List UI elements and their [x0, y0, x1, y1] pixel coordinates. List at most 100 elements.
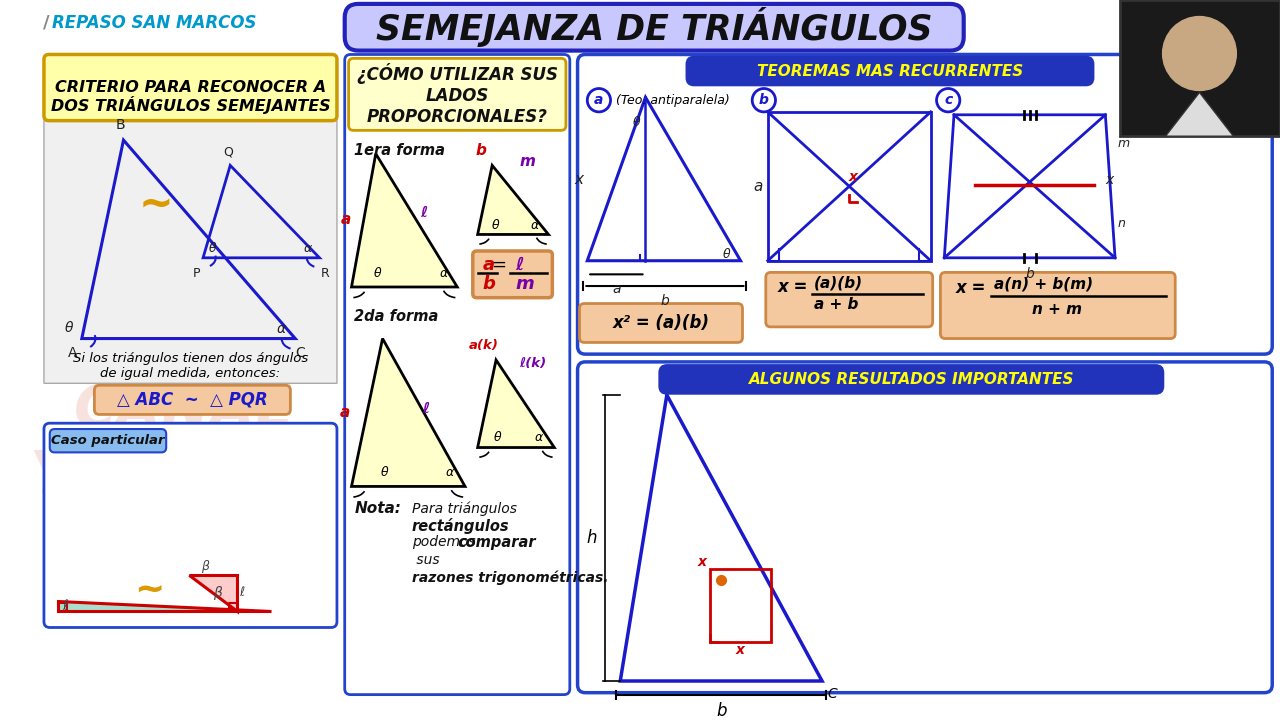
Text: ℓ: ℓ [63, 599, 68, 613]
Text: m: m [1117, 138, 1130, 150]
Text: θ: θ [380, 467, 388, 480]
Text: (Teo. antiparalela): (Teo. antiparalela) [617, 94, 730, 107]
Text: a(k): a(k) [468, 339, 498, 352]
Polygon shape [477, 360, 554, 448]
Text: a(n) + b(m): a(n) + b(m) [993, 276, 1093, 292]
Text: 1era forma: 1era forma [355, 143, 445, 158]
Text: x: x [698, 555, 707, 570]
Text: θ: θ [65, 321, 73, 335]
FancyBboxPatch shape [765, 272, 933, 327]
Text: Caso particular: Caso particular [51, 434, 165, 447]
Text: △ ABC  ~  △ PQR: △ ABC ~ △ PQR [116, 391, 268, 409]
Polygon shape [477, 166, 548, 235]
Text: ~: ~ [134, 574, 165, 608]
Text: b: b [759, 93, 769, 107]
FancyBboxPatch shape [50, 429, 166, 452]
Circle shape [937, 89, 960, 112]
Text: x: x [1106, 173, 1114, 187]
FancyBboxPatch shape [44, 121, 337, 383]
FancyBboxPatch shape [344, 55, 570, 695]
Text: SEMEJANZA DE TRIÁNGULOS: SEMEJANZA DE TRIÁNGULOS [376, 7, 932, 48]
Text: α: α [535, 431, 543, 444]
Text: A: A [68, 346, 78, 360]
Text: /: / [44, 14, 50, 32]
Text: b: b [716, 703, 727, 720]
Text: θ: θ [632, 116, 640, 129]
Text: SUSCRÍBETE A:
LOGARÍTHMO MATHS: SUSCRÍBETE A: LOGARÍTHMO MATHS [636, 480, 1128, 571]
Text: x: x [736, 643, 745, 657]
Text: a: a [754, 179, 763, 194]
FancyBboxPatch shape [44, 55, 337, 121]
Text: α: α [303, 242, 312, 255]
Text: sus: sus [412, 552, 439, 567]
Text: x² = (a)(b): x² = (a)(b) [613, 314, 709, 332]
Text: α: α [531, 219, 539, 233]
FancyBboxPatch shape [580, 304, 742, 343]
Text: ℓ(k): ℓ(k) [520, 356, 547, 369]
FancyBboxPatch shape [941, 272, 1175, 338]
Text: c: c [945, 93, 952, 107]
Text: Si los triángulos tienen dos ángulos: Si los triángulos tienen dos ángulos [73, 352, 308, 365]
Text: REPASO SAN MARCOS: REPASO SAN MARCOS [51, 14, 256, 32]
Text: comparar: comparar [457, 535, 536, 550]
FancyBboxPatch shape [44, 423, 337, 628]
Text: (a)(b): (a)(b) [814, 276, 864, 291]
Text: CRITERIO PARA RECONOCER A: CRITERIO PARA RECONOCER A [55, 80, 326, 95]
Text: θ: θ [723, 248, 731, 261]
Text: a: a [340, 212, 351, 228]
Text: ¿CÓMO UTILIZAR SUS
LADOS
PROPORCIONALES?: ¿CÓMO UTILIZAR SUS LADOS PROPORCIONALES? [357, 63, 558, 126]
Text: a: a [339, 405, 349, 420]
Text: ~: ~ [140, 184, 174, 225]
Text: P: P [192, 266, 200, 279]
FancyBboxPatch shape [577, 55, 1272, 354]
Text: h: h [586, 529, 596, 547]
Polygon shape [352, 153, 457, 287]
Text: n: n [1117, 217, 1126, 230]
Circle shape [753, 89, 776, 112]
Text: DOS TRIÁNGULOS SEMEJANTES: DOS TRIÁNGULOS SEMEJANTES [51, 96, 330, 114]
Text: CANAL
YOUTUBE
MATHS: CANAL YOUTUBE MATHS [29, 382, 338, 571]
Circle shape [1162, 17, 1236, 91]
FancyBboxPatch shape [577, 362, 1272, 693]
Text: a: a [612, 282, 621, 296]
Text: x =: x = [956, 279, 987, 297]
Text: 2da forma: 2da forma [355, 310, 439, 325]
Text: a + b: a + b [814, 297, 859, 312]
FancyBboxPatch shape [348, 58, 566, 130]
Text: rectángulos: rectángulos [412, 518, 509, 534]
Text: a: a [594, 93, 604, 107]
Polygon shape [352, 338, 465, 487]
FancyBboxPatch shape [1120, 0, 1280, 136]
Text: θ: θ [493, 219, 499, 233]
Text: podemos: podemos [412, 535, 480, 549]
Text: m: m [516, 275, 534, 293]
Text: ℓ: ℓ [516, 256, 524, 274]
Text: β: β [201, 559, 209, 572]
Text: α: α [276, 322, 285, 336]
Text: n + m: n + m [1032, 302, 1082, 317]
Text: C: C [828, 687, 837, 701]
Text: α: α [445, 467, 453, 480]
Text: Q: Q [223, 145, 233, 158]
Text: θ: θ [374, 267, 381, 280]
Text: ℓ: ℓ [239, 586, 244, 599]
Polygon shape [1166, 92, 1234, 136]
Text: a: a [483, 256, 494, 274]
Text: x =: x = [777, 278, 808, 296]
Text: θ: θ [494, 431, 502, 444]
Text: α: α [439, 267, 448, 280]
Text: =: = [492, 256, 507, 274]
Text: ℓ: ℓ [422, 401, 430, 416]
Text: x: x [849, 170, 858, 184]
Text: m: m [520, 154, 535, 169]
FancyBboxPatch shape [659, 365, 1164, 394]
Text: B: B [115, 118, 125, 132]
Text: ALGUNOS RESULTADOS IMPORTANTES: ALGUNOS RESULTADOS IMPORTANTES [749, 372, 1074, 387]
FancyBboxPatch shape [686, 56, 1093, 86]
Text: ℓ: ℓ [421, 204, 428, 220]
FancyBboxPatch shape [344, 4, 964, 50]
Text: R: R [321, 266, 330, 279]
Polygon shape [58, 601, 271, 611]
Text: C: C [296, 346, 305, 360]
Text: de igual medida, entonces:: de igual medida, entonces: [100, 366, 280, 379]
